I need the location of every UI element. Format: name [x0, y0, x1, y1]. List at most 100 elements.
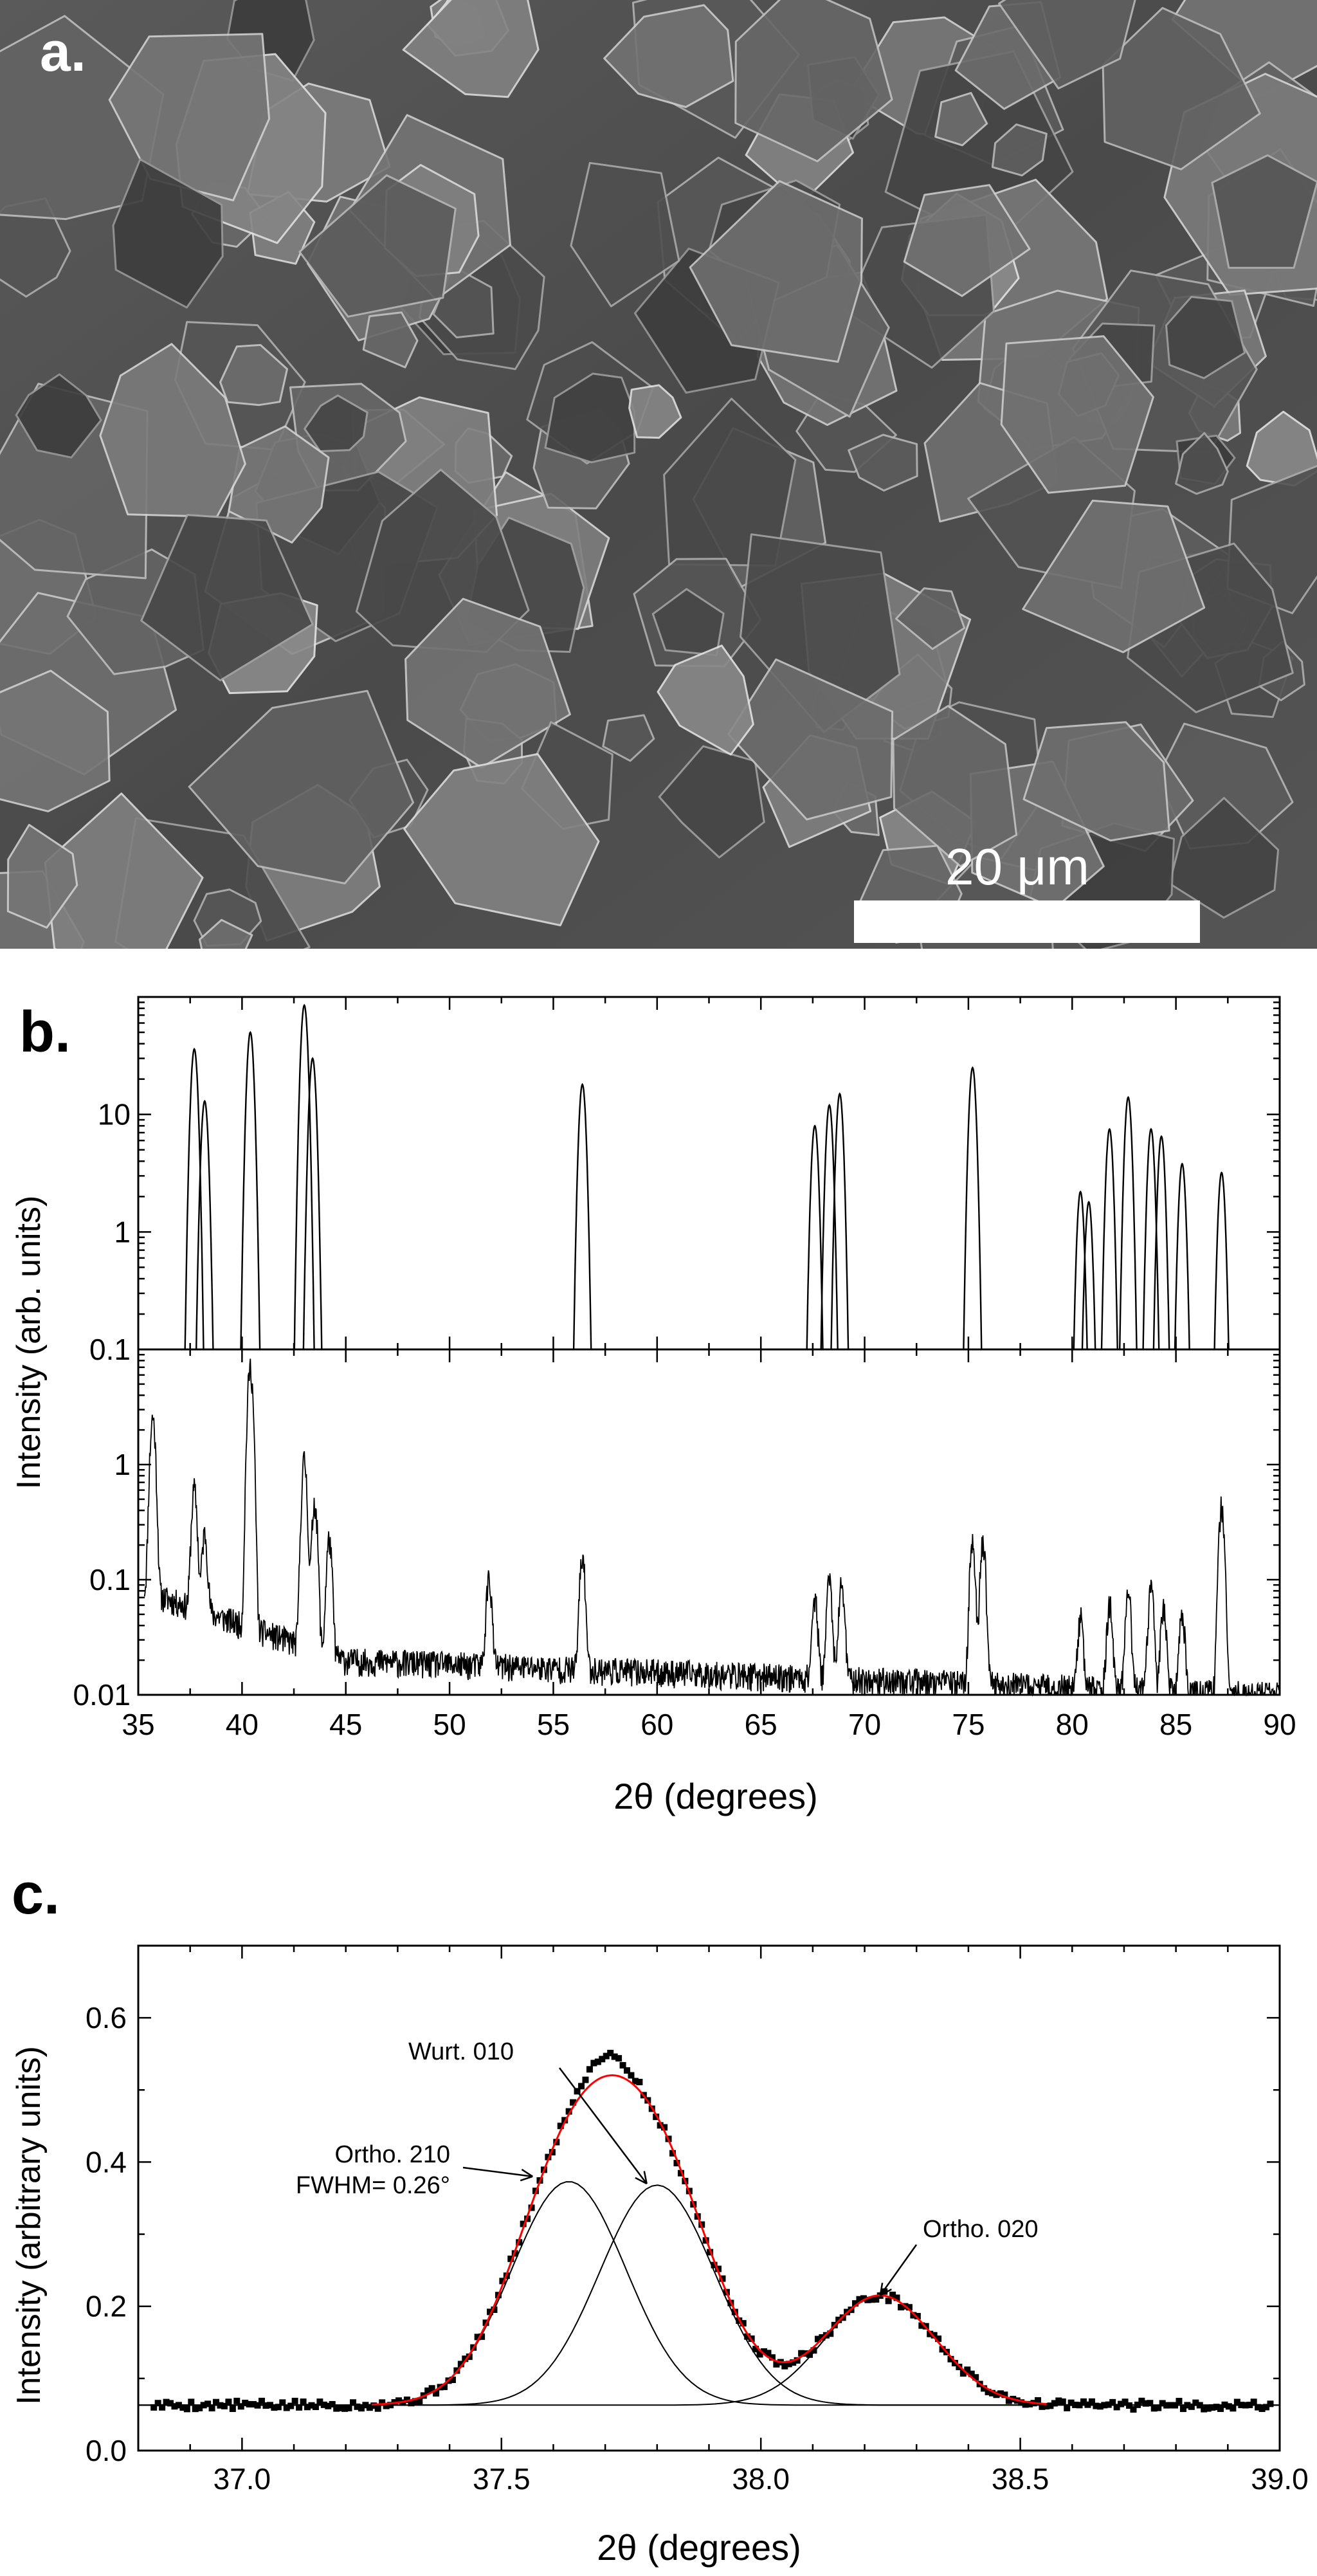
data-point [989, 2389, 996, 2397]
data-point [768, 2354, 776, 2361]
sem-grain [402, 0, 540, 98]
data-point [856, 2296, 863, 2303]
data-point [262, 2402, 269, 2409]
data-point [636, 2079, 643, 2086]
annotation-arrowhead [879, 2282, 884, 2296]
y-tick-label: 0.1 [89, 1333, 131, 1366]
sem-grain [0, 197, 71, 298]
data-point [1039, 2403, 1046, 2410]
panel-c: c. Intensity (arbitrary units) 2θ (degre… [0, 1849, 1317, 2573]
data-point [715, 2265, 722, 2272]
xrd-peak [1081, 1200, 1096, 1350]
panel-a: a. 20 μm [0, 0, 1317, 1016]
xrd-peak [806, 1124, 824, 1350]
data-point [478, 2333, 486, 2340]
sem-grain [1168, 797, 1280, 919]
y-tick-label: 1 [114, 1215, 131, 1248]
data-point [416, 2398, 423, 2405]
data-point [1101, 2402, 1108, 2409]
xrd-peak [302, 1057, 323, 1350]
sem-grain [734, 0, 893, 163]
data-point [582, 2076, 589, 2083]
y-tick-label: 0.2 [86, 2290, 127, 2323]
chart-b-bottom-frame [137, 1348, 1281, 1696]
data-point [615, 2055, 622, 2062]
sem-grain [1246, 410, 1317, 487]
sem-grain [6, 823, 78, 929]
sem-grain [112, 158, 224, 309]
sem-grain [1165, 296, 1246, 379]
data-point [661, 2124, 668, 2131]
data-point [345, 2404, 352, 2411]
data-point [1001, 2391, 1008, 2398]
data-point [366, 2404, 373, 2411]
sem-grain [298, 174, 457, 318]
data-point [150, 2404, 158, 2411]
data-point [379, 2399, 386, 2406]
sem-grain [934, 92, 988, 147]
data-point [1147, 2400, 1154, 2407]
data-point [408, 2400, 415, 2407]
data-point [1188, 2403, 1195, 2410]
data-point [204, 2400, 212, 2407]
data-point [1088, 2398, 1095, 2405]
xrd-peak [195, 1099, 214, 1350]
data-point [885, 2297, 892, 2305]
data-point [254, 2402, 261, 2409]
sem-grain [188, 690, 414, 884]
data-point [931, 2332, 938, 2339]
data-point [935, 2335, 942, 2343]
data-point [1076, 2402, 1083, 2409]
data-point [333, 2405, 340, 2412]
data-point [881, 2288, 888, 2295]
sem-grain [140, 513, 314, 682]
y-tick-label: 0.4 [86, 2145, 127, 2179]
data-point [233, 2397, 241, 2404]
annotation-arrowhead [520, 2175, 533, 2182]
data-point [939, 2346, 946, 2353]
sem-grain [628, 384, 682, 439]
data-point [599, 2056, 606, 2063]
xrd-peak [1174, 1162, 1190, 1350]
data-point [785, 2361, 792, 2368]
data-point [719, 2275, 726, 2282]
data-point [951, 2360, 958, 2367]
data-point [1213, 2404, 1220, 2411]
data-point [487, 2308, 494, 2316]
data-point [192, 2406, 199, 2413]
data-point [964, 2366, 971, 2373]
data-point [196, 2404, 203, 2411]
data-point [175, 2402, 182, 2409]
sem-grain [727, 658, 894, 821]
data-point [1113, 2404, 1120, 2411]
annotation-label: Ortho. 210 [334, 2141, 450, 2168]
data-point [1018, 2399, 1025, 2406]
data-point [283, 2404, 290, 2411]
annotation-arrow [462, 2166, 533, 2178]
data-point [590, 2060, 597, 2067]
data-point [291, 2397, 298, 2404]
chart-b: b. Intensity (arb. units) 2θ (degrees) 0… [10, 996, 1296, 1816]
xrd-peak [1073, 1190, 1088, 1350]
x-tick-label: 38.0 [732, 2462, 790, 2496]
data-point [1138, 2397, 1145, 2404]
panel-b-label: b. [19, 1000, 71, 1064]
data-point [898, 2304, 905, 2311]
data-point [183, 2406, 190, 2413]
data-point [624, 2067, 631, 2074]
data-point [549, 2149, 556, 2156]
data-point [1192, 2399, 1199, 2406]
data-point [806, 2351, 813, 2358]
sem-grain [657, 644, 754, 756]
data-point [271, 2404, 278, 2411]
data-point [914, 2312, 921, 2319]
data-point [860, 2295, 867, 2302]
data-point [1238, 2402, 1245, 2409]
y-tick-label: 0.6 [86, 2001, 127, 2034]
chart-b-top-frame [137, 996, 1281, 1351]
data-point [993, 2391, 1000, 2398]
sem-grain [404, 598, 571, 769]
data-point [1084, 2401, 1091, 2408]
data-point [466, 2353, 473, 2361]
data-point [868, 2296, 875, 2303]
